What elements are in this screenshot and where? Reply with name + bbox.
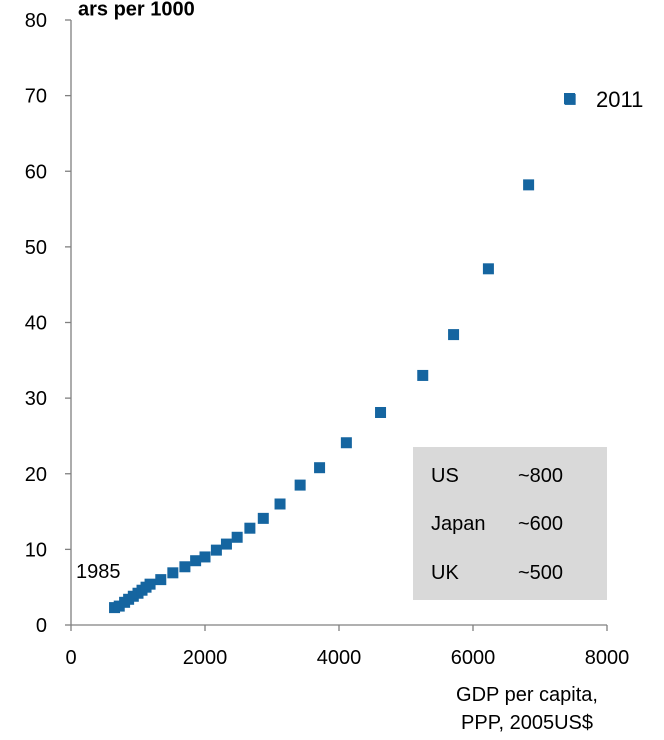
y-axis: 0 10 20 30 40 50 60 70 80 bbox=[25, 10, 72, 637]
data-point bbox=[448, 329, 460, 341]
data-point bbox=[179, 561, 191, 573]
y-tick-label: 70 bbox=[25, 86, 47, 108]
data-point bbox=[523, 179, 535, 191]
data-point bbox=[231, 531, 243, 543]
data-point bbox=[375, 406, 387, 418]
data-point bbox=[482, 263, 494, 275]
data-point bbox=[155, 574, 167, 586]
x-tick-label: 2000 bbox=[183, 647, 228, 669]
y-tick-label: 30 bbox=[25, 388, 47, 410]
x-tick-label: 0 bbox=[65, 647, 76, 669]
data-point bbox=[417, 369, 429, 381]
inset-table: US ~800 Japan ~600 UK ~500 bbox=[413, 447, 607, 600]
x-axis-title-line1: GDP per capita, bbox=[456, 684, 598, 706]
chart-title: ars per 1000 bbox=[78, 0, 195, 21]
inset-row-country-us: US bbox=[431, 465, 459, 487]
data-point bbox=[220, 538, 232, 550]
annotation-1985: 1985 bbox=[76, 561, 121, 583]
data-point bbox=[167, 567, 179, 579]
legend-label: 2011 bbox=[596, 87, 643, 112]
legend-marker bbox=[564, 93, 575, 104]
data-point bbox=[244, 522, 256, 534]
data-point bbox=[144, 578, 156, 590]
data-point bbox=[257, 512, 269, 524]
y-tick-label: 50 bbox=[25, 237, 47, 259]
legend: 2011 bbox=[564, 87, 643, 112]
x-axis: 0 2000 4000 6000 8000 bbox=[65, 624, 630, 669]
x-tick-label: 8000 bbox=[585, 647, 630, 669]
inset-row-value-uk: ~500 bbox=[518, 562, 563, 584]
y-tick-label: 60 bbox=[25, 161, 47, 183]
inset-row-value-japan: ~600 bbox=[518, 513, 563, 535]
data-point bbox=[314, 462, 326, 474]
y-tick-label: 20 bbox=[25, 464, 47, 486]
data-point bbox=[199, 551, 211, 563]
x-tick-label: 4000 bbox=[317, 647, 362, 669]
y-tick-label: 0 bbox=[36, 615, 47, 637]
data-points bbox=[109, 93, 576, 614]
data-point bbox=[190, 555, 202, 567]
y-tick-label: 40 bbox=[25, 313, 47, 335]
inset-row-value-us: ~800 bbox=[518, 465, 563, 487]
data-point bbox=[210, 544, 222, 556]
data-point bbox=[340, 437, 352, 449]
y-tick-label: 80 bbox=[25, 10, 47, 32]
inset-table-background bbox=[413, 447, 607, 600]
y-tick-label: 10 bbox=[25, 539, 47, 561]
x-axis-title-line2: PPP, 2005US$ bbox=[461, 712, 593, 734]
inset-row-country-uk: UK bbox=[431, 562, 459, 584]
inset-row-country-japan: Japan bbox=[431, 513, 486, 535]
x-tick-label: 6000 bbox=[451, 647, 496, 669]
data-point bbox=[294, 479, 306, 491]
data-point bbox=[274, 498, 286, 510]
